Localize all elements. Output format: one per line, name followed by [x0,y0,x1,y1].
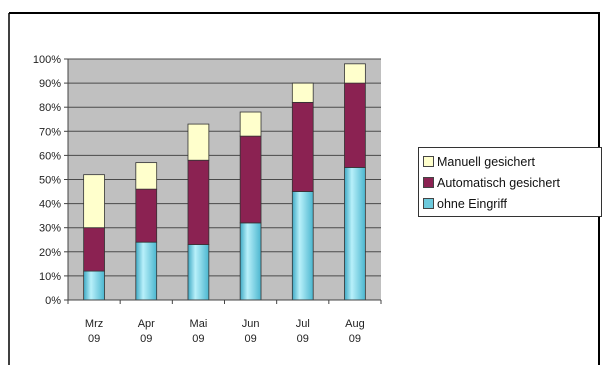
bar-segment-ohne [83,270,105,301]
y-tick-label: 30% [39,223,61,235]
y-tick-label: 80% [39,102,61,114]
y-tick-label: 70% [39,126,61,138]
x-tick-label-year: 09 [88,333,100,345]
legend-swatch-automatisch [423,177,434,188]
bar-segment-ohne [344,167,366,301]
bar-segment-automatisch [83,227,105,272]
x-tick-label-year: 09 [140,333,152,345]
y-tick-label: 50% [39,175,61,187]
legend-item-ohne-eingriff: ohne Eingriff [423,193,601,214]
y-tick-label: 0% [45,295,61,307]
bar-segment-automatisch [291,101,314,192]
legend-item-manuell: Manuell gesichert [423,151,601,172]
bar-segment-manuell [187,123,210,161]
x-tick-label-month: Apr [138,318,155,330]
legend-swatch-ohne-eingriff [423,198,434,209]
bar-segment-ohne [135,241,158,301]
bar-segment-manuell [135,162,158,190]
bar-segment-ohne [291,191,314,301]
bar-segment-ohne [239,222,262,301]
y-tick-label: 40% [39,199,61,211]
legend: Manuell gesichert Automatisch gesichert … [418,147,602,217]
x-tick-label-month: Jun [242,318,260,330]
x-tick-label-month: Jul [296,318,310,330]
bar-segment-ohne [187,244,210,301]
x-tick-label-year: 09 [244,333,256,345]
legend-label-ohne-eingriff: ohne Eingriff [437,196,507,211]
y-tick-label: 100% [33,54,61,66]
bar-segment-automatisch [187,159,210,245]
x-tick-label-year: 09 [192,333,204,345]
x-tick-label-year: 09 [297,333,309,345]
x-tick-labels: Mrz 09 Apr 09 Mai 09 Jun 09 Jul 09 Aug 09 [85,318,365,345]
legend-label-automatisch: Automatisch gesichert [437,175,560,190]
legend-label-manuell: Manuell gesichert [437,154,535,169]
bar-segment-manuell [83,174,105,229]
bar-segment-automatisch [344,82,366,168]
bar-segment-manuell [291,82,314,103]
x-tick-label-year: 09 [349,333,361,345]
y-tick-label: 20% [39,247,61,259]
bars [83,63,366,301]
bar-segment-manuell [344,63,366,84]
x-tick-label-month: Mrz [85,318,103,330]
y-tick-label: 90% [39,78,61,90]
bar-segment-manuell [239,111,262,137]
gridlines [68,58,381,277]
y-tick-label: 10% [39,271,61,283]
bar-segment-automatisch [135,188,158,243]
y-tick-labels: 0% 10% 20% 30% 40% 50% 60% 70% 80% 90% 100% [33,54,61,307]
axes [64,58,382,304]
legend-swatch-manuell [423,156,434,167]
x-tick-label-month: Mai [190,318,208,330]
y-tick-label: 60% [39,150,61,162]
legend-item-automatisch: Automatisch gesichert [423,172,601,193]
x-tick-label-month: Aug [345,318,365,330]
bar-segment-automatisch [239,135,262,224]
